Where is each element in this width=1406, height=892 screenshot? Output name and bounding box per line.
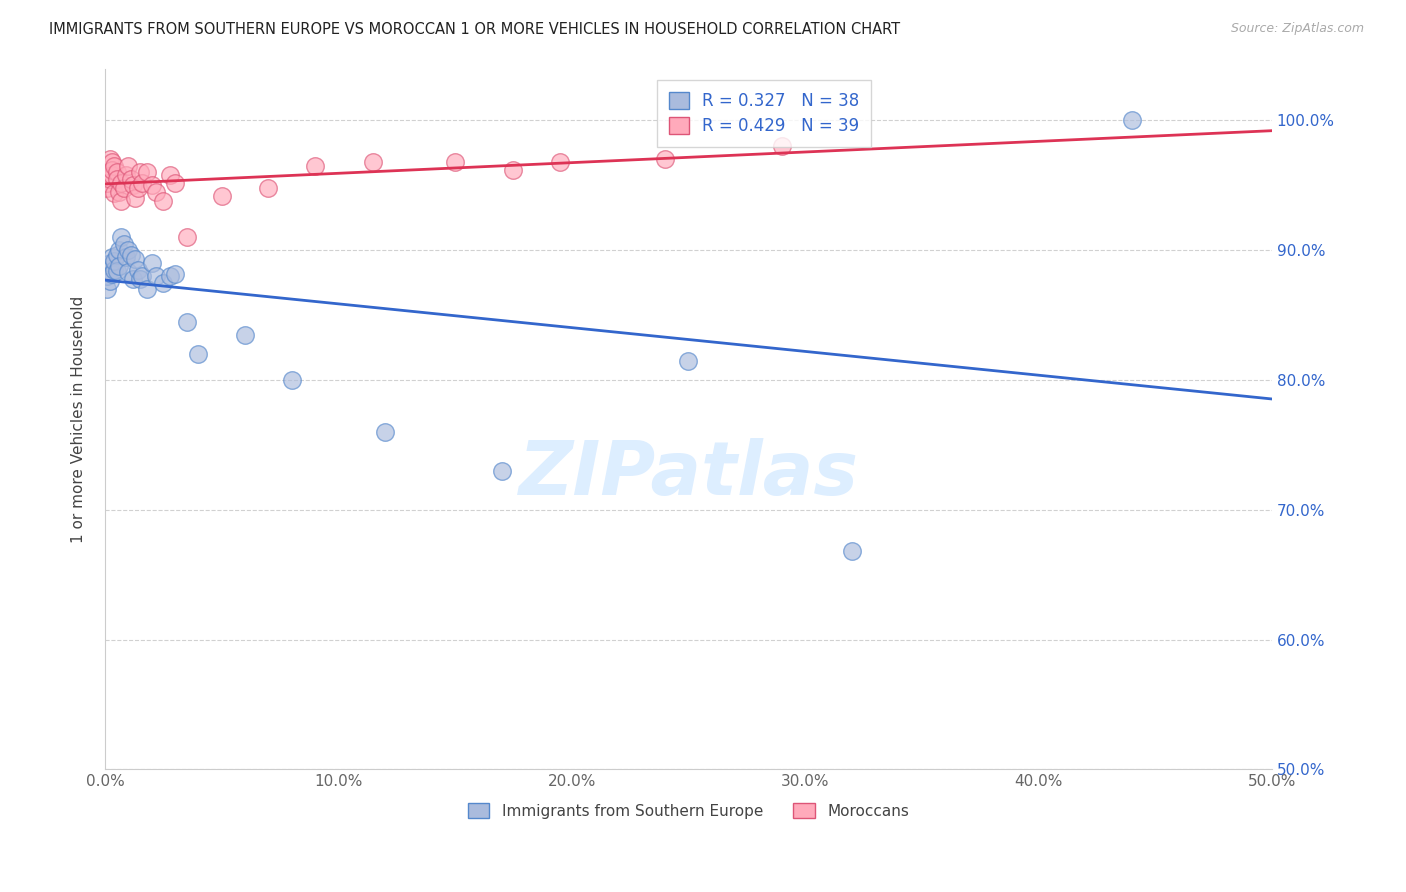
- Point: [110, 194, 132, 208]
- Point: [117, 243, 139, 257]
- Point: [548, 155, 571, 169]
- Point: [115, 250, 138, 264]
- Point: [101, 162, 124, 177]
- Point: [101, 155, 124, 169]
- Point: [96, 282, 118, 296]
- Point: [124, 191, 146, 205]
- Point: [129, 165, 152, 179]
- Point: [211, 188, 233, 202]
- Point: [233, 327, 256, 342]
- Point: [101, 267, 124, 281]
- Text: IMMIGRANTS FROM SOUTHERN EUROPE VS MOROCCAN 1 OR MORE VEHICLES IN HOUSEHOLD CORR: IMMIGRANTS FROM SOUTHERN EUROPE VS MOROC…: [49, 22, 900, 37]
- Point: [136, 282, 159, 296]
- Point: [98, 274, 121, 288]
- Point: [122, 272, 145, 286]
- Point: [108, 259, 131, 273]
- Point: [120, 248, 142, 262]
- Point: [374, 425, 396, 439]
- Point: [120, 171, 142, 186]
- Point: [98, 171, 121, 186]
- Point: [257, 181, 280, 195]
- Point: [678, 353, 700, 368]
- Point: [770, 139, 793, 153]
- Point: [98, 256, 121, 270]
- Point: [502, 162, 524, 177]
- Point: [131, 269, 153, 284]
- Point: [103, 159, 125, 173]
- Point: [841, 544, 863, 558]
- Point: [117, 265, 139, 279]
- Point: [96, 181, 118, 195]
- Point: [105, 165, 128, 179]
- Point: [122, 178, 145, 193]
- Point: [159, 168, 181, 182]
- Point: [112, 236, 135, 251]
- Point: [101, 168, 124, 182]
- Point: [141, 178, 163, 193]
- Point: [96, 269, 118, 284]
- Text: ZIPatlas: ZIPatlas: [519, 439, 859, 511]
- Point: [103, 186, 125, 200]
- Point: [124, 252, 146, 267]
- Point: [444, 155, 467, 169]
- Point: [152, 194, 174, 208]
- Point: [103, 253, 125, 268]
- Point: [187, 347, 209, 361]
- Point: [176, 315, 198, 329]
- Y-axis label: 1 or more Vehicles in Household: 1 or more Vehicles in Household: [72, 295, 86, 542]
- Point: [127, 181, 149, 195]
- Point: [145, 269, 167, 284]
- Point: [159, 269, 181, 284]
- Point: [103, 262, 125, 277]
- Point: [108, 185, 131, 199]
- Legend: Immigrants from Southern Europe, Moroccans: Immigrants from Southern Europe, Morocca…: [461, 797, 915, 825]
- Point: [136, 165, 159, 179]
- Point: [654, 153, 676, 167]
- Point: [96, 176, 118, 190]
- Point: [105, 171, 128, 186]
- Point: [145, 185, 167, 199]
- Point: [115, 168, 138, 182]
- Point: [110, 176, 132, 190]
- Point: [1121, 113, 1143, 128]
- Point: [101, 250, 124, 264]
- Point: [131, 176, 153, 190]
- Point: [110, 230, 132, 244]
- Text: Source: ZipAtlas.com: Source: ZipAtlas.com: [1230, 22, 1364, 36]
- Point: [98, 153, 121, 167]
- Point: [280, 373, 302, 387]
- Point: [141, 256, 163, 270]
- Point: [152, 276, 174, 290]
- Point: [127, 262, 149, 277]
- Point: [491, 464, 513, 478]
- Point: [117, 159, 139, 173]
- Point: [105, 264, 128, 278]
- Point: [163, 176, 186, 190]
- Point: [304, 159, 326, 173]
- Point: [105, 248, 128, 262]
- Point: [363, 155, 385, 169]
- Point: [108, 243, 131, 257]
- Point: [112, 181, 135, 195]
- Point: [129, 272, 152, 286]
- Point: [176, 230, 198, 244]
- Point: [163, 267, 186, 281]
